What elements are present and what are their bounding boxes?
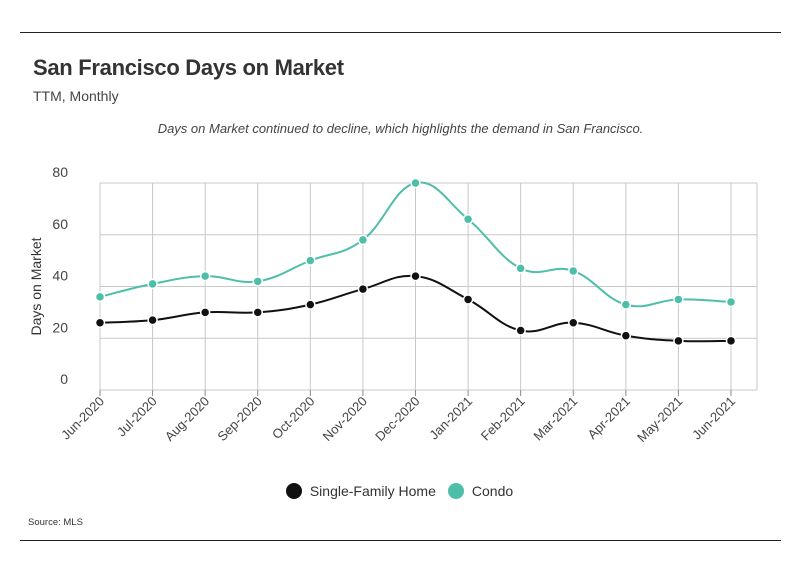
x-tick-label: Jan-2021 [426,394,475,443]
y-axis-label: Days on Market [28,237,44,335]
data-point-single-family [515,325,526,336]
legend-item-condo: Condo [447,483,514,499]
x-tick-label: Aug-2020 [162,394,212,444]
x-tick-label: Nov-2020 [320,394,370,444]
data-point-single-family [568,317,579,328]
x-tick-label: Feb-2021 [478,394,528,444]
y-tick-label: 40 [52,268,68,284]
x-tick-label: Jul-2020 [114,394,160,440]
data-point-condo [462,213,474,225]
y-tick-label: 60 [52,216,68,232]
data-point-condo [357,234,369,246]
chart-note: Days on Market continued to decline, whi… [157,121,644,136]
x-tick-label: Jun-2020 [58,394,107,443]
data-point-single-family [252,307,263,318]
data-point-single-family [673,335,684,347]
legend-label-single-family: Single-Family Home [309,483,436,499]
x-tick-label: Mar-2021 [530,394,580,444]
source-note: Source: MLS [28,517,83,528]
data-point-single-family [94,317,106,328]
legend: Single-Family Home Condo [0,483,799,499]
data-point-single-family [147,314,158,326]
chart-subtitle: TTM, Monthly [33,88,119,104]
data-point-condo [199,270,211,282]
x-tick-label: Apr-2021 [585,394,633,442]
x-tick-label: Sep-2020 [214,394,264,444]
data-point-condo [620,299,632,310]
legend-label-condo: Condo [471,483,514,499]
legend-marker-single-family [285,483,302,499]
data-point-condo [147,278,158,290]
data-point-single-family [199,307,211,318]
x-tick-label: Jun-2021 [689,394,738,443]
data-point-single-family [357,283,369,295]
legend-marker-condo [447,483,464,499]
chart-title: San Francisco Days on Market [33,55,344,80]
legend-item-single-family: Single-Family Home [285,483,436,499]
data-point-condo [515,263,526,274]
data-point-condo [252,276,263,287]
data-point-condo [94,291,106,303]
y-tick-label: 20 [52,319,68,335]
data-point-single-family [725,335,737,347]
data-point-single-family [462,294,474,305]
y-tick-label: 0 [60,371,68,387]
data-point-condo [305,255,316,266]
data-point-condo [673,294,684,305]
y-tick-label: 80 [52,164,68,180]
bottom-rule [20,540,781,541]
data-point-condo [568,265,579,277]
data-point-single-family [305,299,316,310]
data-point-condo [725,296,737,308]
x-tick-label: Dec-2020 [372,394,422,444]
data-point-single-family [620,330,632,341]
data-point-condo [410,177,421,189]
top-rule [20,32,781,33]
x-tick-label: May-2021 [634,394,685,445]
x-tick-label: Oct-2020 [269,394,317,442]
data-point-single-family [410,270,421,282]
